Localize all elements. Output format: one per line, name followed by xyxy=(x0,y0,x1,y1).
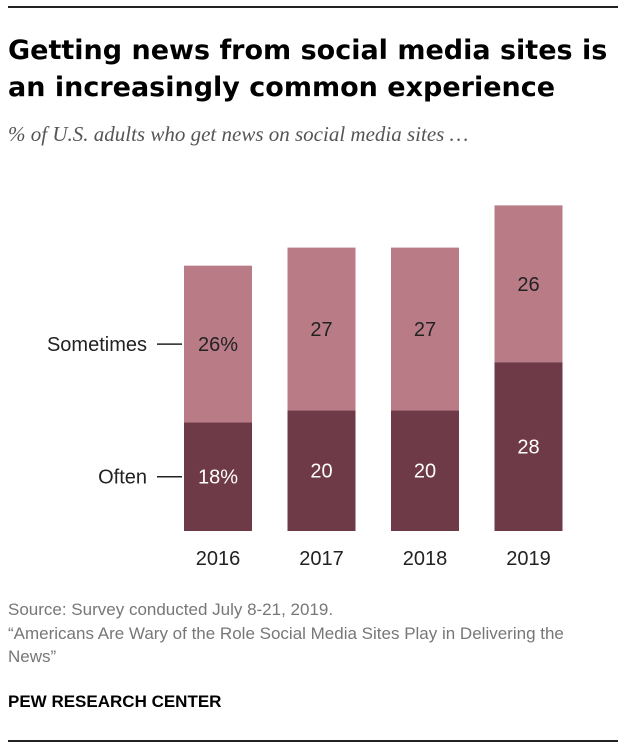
bar-sometimes-2018 xyxy=(391,247,459,411)
legend-label-sometimes: Sometimes xyxy=(47,334,147,356)
data-label-sometimes-2019: 26 xyxy=(517,274,539,296)
bar-often-2017 xyxy=(287,410,356,531)
data-label-often-2019: 28 xyxy=(517,437,539,459)
pew-research-center-logo: PEW RESEARCH CENTER xyxy=(8,692,222,711)
report-title: “Americans Are Wary of the Role Social M… xyxy=(8,624,564,666)
bar-sometimes-2016 xyxy=(184,265,252,423)
bottom-rule xyxy=(8,740,618,742)
stacked-bar-chart: 18% 26% 2016 20 27 2017 20 27 2018 28 26 2019 Often S… xyxy=(47,205,563,570)
source-note: Source: Survey conducted July 8-21, 2019… xyxy=(8,600,334,619)
bar-sometimes-2017 xyxy=(287,247,356,411)
x-tick-label-2017: 2017 xyxy=(299,548,344,570)
bar-sometimes-2019 xyxy=(494,205,563,363)
x-tick-label-2019: 2019 xyxy=(506,548,551,570)
chart-title: Getting news from social media sites is … xyxy=(8,35,608,103)
top-rule xyxy=(8,6,618,8)
data-label-often-2016: 18% xyxy=(198,467,238,489)
data-label-sometimes-2017: 27 xyxy=(310,319,332,341)
chart-subtitle: % of U.S. adults who get news on social … xyxy=(8,122,469,146)
data-label-often-2017: 20 xyxy=(310,461,332,483)
x-tick-label-2018: 2018 xyxy=(403,548,448,570)
data-label-sometimes-2016: 26% xyxy=(198,334,238,356)
x-tick-label-2016: 2016 xyxy=(196,548,241,570)
data-label-sometimes-2018: 27 xyxy=(414,319,436,341)
bar-often-2016 xyxy=(184,422,252,531)
data-label-often-2018: 20 xyxy=(414,461,436,483)
legend-label-often: Often xyxy=(98,467,147,489)
bar-often-2019 xyxy=(494,362,563,531)
bar-often-2018 xyxy=(391,410,459,531)
